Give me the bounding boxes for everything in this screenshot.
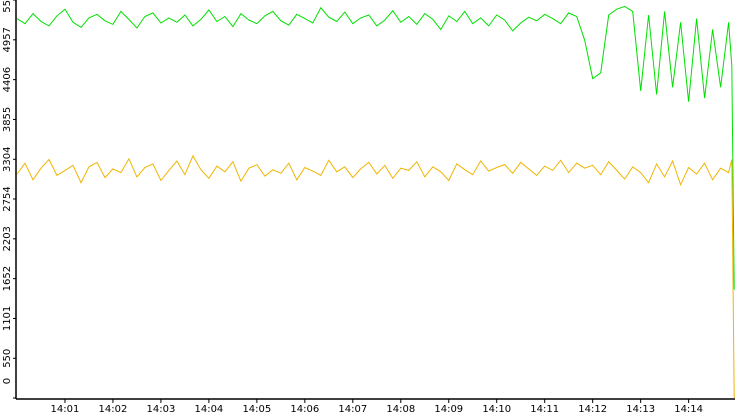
y-tick-label: 2203 bbox=[2, 226, 13, 251]
x-tick-label: 14:07 bbox=[338, 404, 367, 415]
y-tick-label: 4406 bbox=[2, 67, 13, 92]
y-tick-label: 1101 bbox=[2, 306, 13, 331]
y-tick-label: 3855 bbox=[2, 107, 13, 132]
y-tick-label: 5508 bbox=[2, 0, 13, 13]
x-tick-label: 14:09 bbox=[434, 404, 463, 415]
x-tick-label: 14:08 bbox=[386, 404, 415, 415]
x-tick-label: 14:12 bbox=[578, 404, 607, 415]
x-tick-label: 14:03 bbox=[147, 404, 176, 415]
series-line bbox=[16, 154, 735, 399]
y-tick-label: 4957 bbox=[2, 27, 13, 52]
y-tick-label: 1652 bbox=[2, 266, 13, 291]
x-tick-label: 14:10 bbox=[482, 404, 511, 415]
x-tick-label: 14:04 bbox=[194, 404, 223, 415]
x-tick-label: 14:13 bbox=[626, 404, 655, 415]
x-tick-label: 14:02 bbox=[99, 404, 128, 415]
x-tick-label: 14:11 bbox=[530, 404, 559, 415]
y-tick-label: 3304 bbox=[2, 147, 13, 172]
series-line bbox=[16, 5, 735, 290]
x-tick-label: 14:06 bbox=[290, 404, 319, 415]
y-tick-label: 0 bbox=[2, 378, 13, 384]
x-tick-label: 14:05 bbox=[242, 404, 271, 415]
y-tick-label: 2754 bbox=[2, 186, 13, 211]
x-tick-label: 14:01 bbox=[51, 404, 80, 415]
y-tick-label: 550 bbox=[2, 349, 13, 368]
x-tick-label: 14:14 bbox=[674, 404, 703, 415]
